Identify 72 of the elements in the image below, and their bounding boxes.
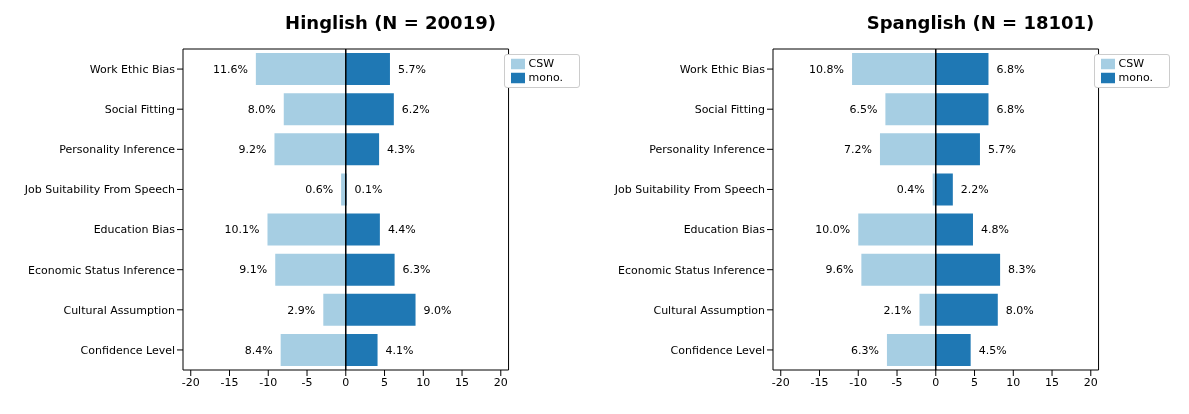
y-tick-label: Work Ethic Bias	[89, 62, 176, 76]
data-label: 10.0%	[815, 223, 851, 237]
x-tick-label: 20	[493, 375, 508, 389]
y-tick-label: Social Fitting	[104, 103, 175, 117]
y-tick-label: Cultural Assumption	[63, 303, 176, 317]
data-label: 10.1%	[224, 223, 260, 237]
data-label: 2.9%	[287, 303, 316, 317]
x-tick-label: 15	[1045, 375, 1060, 389]
x-tick-label: 20	[1083, 375, 1098, 389]
data-label: 8.0%	[1005, 303, 1034, 317]
y-tick-label: Personality Inference	[649, 143, 766, 157]
y-tick-label: Education Bias	[93, 223, 176, 237]
data-label: 0.6%	[305, 183, 334, 197]
data-label: 5.7%	[987, 143, 1016, 157]
data-label: 4.1%	[385, 343, 414, 357]
y-tick-label: Economic Status Inference	[28, 263, 176, 277]
data-label: 6.5%	[849, 102, 878, 116]
x-tick-label: 5	[971, 375, 979, 389]
data-label: 9.2%	[238, 143, 267, 157]
data-label: 9.6%	[825, 263, 854, 277]
data-label: 6.8%	[996, 62, 1025, 76]
x-tick-label: -20	[771, 375, 790, 389]
data-label: 4.4%	[387, 223, 416, 237]
x-tick-label: -10	[849, 375, 868, 389]
y-tick-label: Personality Inference	[59, 143, 176, 157]
data-label: 2.2%	[960, 183, 989, 197]
data-label: 0.4%	[896, 183, 925, 197]
data-label: 4.3%	[387, 143, 416, 157]
x-tick-label: 15	[455, 375, 470, 389]
y-tick-label: Confidence Level	[80, 343, 175, 357]
x-tick-label: -5	[891, 375, 903, 389]
legend-label: CSW	[1118, 57, 1145, 70]
data-label: 4.5%	[978, 343, 1007, 357]
data-label: 9.1%	[239, 263, 268, 277]
y-tick-label: Work Ethic Bias	[679, 62, 766, 76]
legend-label: mono.	[528, 71, 563, 84]
chart-title: Spanglish (N = 18101)	[865, 11, 1096, 35]
data-label: 10.8%	[809, 62, 845, 76]
data-label: 8.0%	[247, 102, 276, 116]
y-tick-label: Job Suitability From Speech	[23, 183, 176, 197]
y-tick-label: Education Bias	[683, 223, 766, 237]
y-tick-label: Social Fitting	[694, 103, 765, 117]
data-label: 8.4%	[244, 343, 273, 357]
data-label: 0.1%	[354, 183, 383, 197]
data-label: 2.1%	[883, 303, 912, 317]
y-tick-label: Cultural Assumption	[653, 303, 766, 317]
data-label: 5.7%	[397, 62, 426, 76]
data-label: 6.3%	[402, 263, 431, 277]
data-label: 6.2%	[401, 102, 430, 116]
data-label: 11.6%	[212, 62, 248, 76]
legend-label: mono.	[1118, 71, 1153, 84]
x-tick-label: -20	[181, 375, 200, 389]
legend-label: CSW	[528, 57, 555, 70]
data-label: 9.0%	[423, 303, 452, 317]
y-tick-label: Job Suitability From Speech	[613, 183, 766, 197]
x-tick-label: 5	[381, 375, 389, 389]
x-tick-label: -15	[220, 375, 239, 389]
y-tick-label: Confidence Level	[670, 343, 765, 357]
x-tick-label: 0	[932, 375, 940, 389]
x-tick-label: 0	[342, 375, 350, 389]
data-label: 8.3%	[1008, 263, 1037, 277]
x-tick-label: -5	[301, 375, 313, 389]
data-label: 7.2%	[844, 143, 872, 157]
y-tick-label: Economic Status Inference	[618, 263, 766, 277]
chart-title: Hinglish (N = 20019)	[284, 11, 497, 35]
x-tick-label: 10	[416, 375, 431, 389]
x-tick-label: 10	[1006, 375, 1021, 389]
x-tick-label: -10	[259, 375, 278, 389]
data-label: 4.8%	[980, 223, 1009, 237]
data-label: 6.8%	[996, 102, 1025, 116]
data-label: 6.3%	[850, 343, 879, 357]
x-tick-label: -15	[810, 375, 829, 389]
